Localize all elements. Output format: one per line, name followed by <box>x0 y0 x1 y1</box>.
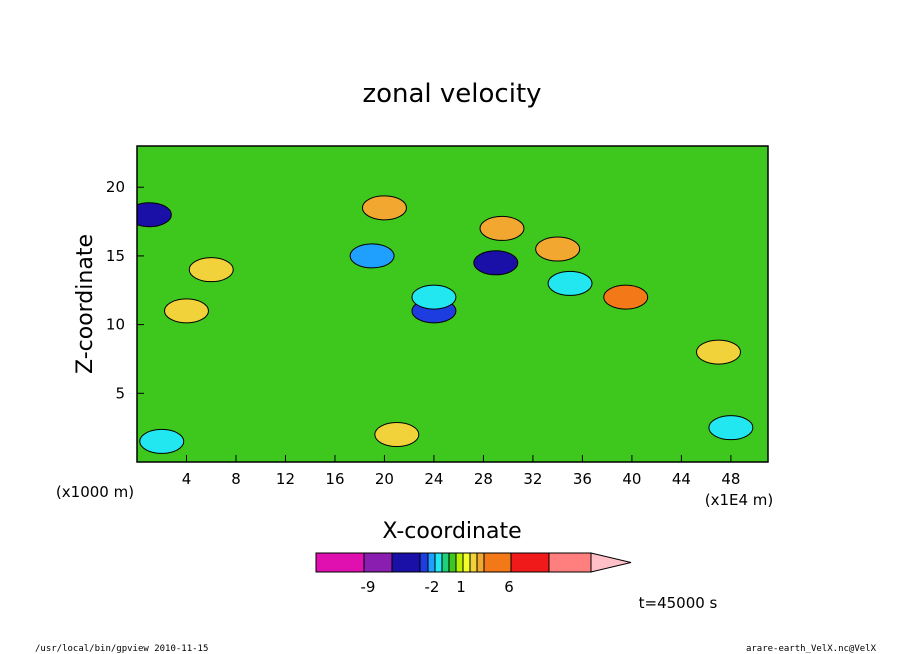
y-axis: 5 10 15 20 <box>106 178 144 402</box>
contour-feature <box>349 243 395 269</box>
x-tick-label: 8 <box>231 470 241 488</box>
y-tick-label: 15 <box>106 247 125 265</box>
colorbar-swatch <box>462 552 471 573</box>
time-label: t=45000 s <box>639 594 718 612</box>
x-tick-label: 32 <box>523 470 542 488</box>
colorbar-tick-label: 1 <box>456 578 466 596</box>
colorbar-swatch <box>548 552 592 573</box>
y-tick-label: 20 <box>106 178 125 196</box>
colorbar-tick-label: -9 <box>361 578 376 596</box>
colorbar-swatch <box>510 552 550 573</box>
contour-feature <box>139 428 185 454</box>
x-tick-label: 40 <box>622 470 641 488</box>
contour-feature <box>603 284 649 310</box>
colorbar-swatch <box>427 552 436 573</box>
contour-feature <box>708 415 754 441</box>
colorbar-tick-label: -2 <box>425 578 440 596</box>
contour-feature <box>696 339 742 365</box>
contour-feature <box>374 422 420 448</box>
colorbar-swatch <box>434 552 443 573</box>
contour-feature <box>473 250 519 276</box>
x-tick-label: 28 <box>474 470 493 488</box>
contour-feature <box>547 270 593 296</box>
x-unit-label: (x1000 m) <box>56 483 134 501</box>
colorbar-swatch <box>448 552 457 573</box>
footer-right-text: arare-earth_VelX.nc@VelX <box>746 644 877 654</box>
x-tick-label: 44 <box>672 470 691 488</box>
contour-feature <box>411 284 457 310</box>
colorbar: -9 -2 1 6 <box>315 552 632 596</box>
x-axis: 4 8 12 16 20 24 28 32 36 40 44 48 <box>182 455 740 488</box>
x-tick-label: 48 <box>721 470 740 488</box>
footer-left-text: /usr/local/bin/gpview 2010-11-15 <box>35 644 208 654</box>
y-tick-label: 5 <box>115 384 125 402</box>
colorbar-swatch <box>476 552 485 573</box>
chart-title: zonal velocity <box>362 79 541 109</box>
contour-feature <box>137 202 172 228</box>
x-tick-label: 36 <box>573 470 592 488</box>
plot-frame <box>136 145 769 463</box>
contour-feature <box>163 298 209 324</box>
colorbar-swatch <box>455 552 464 573</box>
x-tick-label: 4 <box>182 470 192 488</box>
x-tick-label: 24 <box>424 470 443 488</box>
x-tick-label: 20 <box>375 470 394 488</box>
contour-fill-layer <box>137 195 754 454</box>
colorbar-swatch <box>391 552 421 573</box>
colorbar-swatch <box>441 552 450 573</box>
colorbar-swatch <box>469 552 478 573</box>
contour-feature <box>361 195 407 221</box>
contour-feature <box>188 257 234 283</box>
colorbar-arrow <box>590 552 632 573</box>
x-tick-label: 12 <box>276 470 295 488</box>
x-axis-title: X-coordinate <box>382 519 521 544</box>
contour-feature <box>535 236 581 262</box>
y-axis-title: Z-coordinate <box>73 234 98 374</box>
colorbar-tick-label: 6 <box>504 578 514 596</box>
contour-feature <box>479 215 525 241</box>
colorbar-swatch <box>315 552 365 573</box>
colorbar-swatch <box>419 552 429 573</box>
colorbar-swatch <box>483 552 512 573</box>
colorbar-swatch <box>363 552 393 573</box>
x-tick-label: 16 <box>325 470 344 488</box>
x-scale-label: (x1E4 m) <box>705 491 774 509</box>
y-tick-label: 10 <box>106 316 125 334</box>
